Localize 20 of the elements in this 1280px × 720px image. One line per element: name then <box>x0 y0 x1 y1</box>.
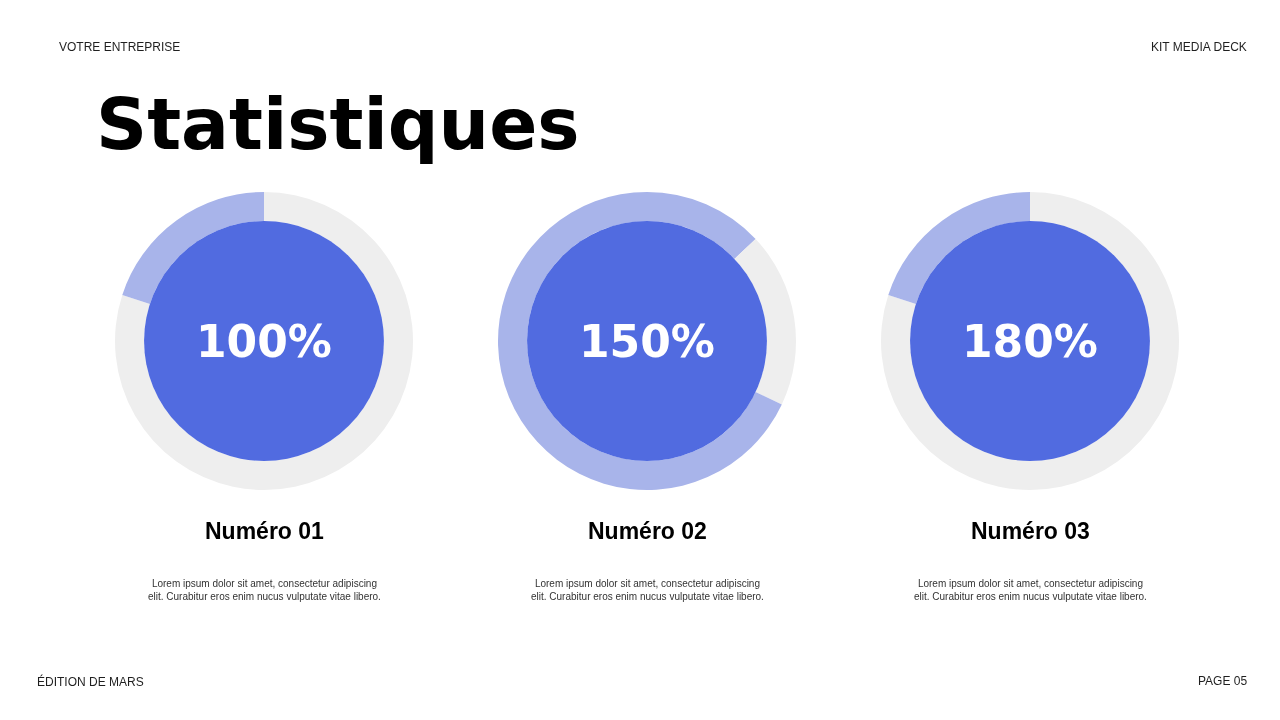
donut-slice <box>115 192 413 490</box>
text: 180% <box>962 316 1098 367</box>
text: VOTRE ENTREPRISE <box>59 40 181 54</box>
text: 100% <box>196 316 332 367</box>
donut-slice <box>881 192 1179 490</box>
text: Lorem ipsum dolor sit amet, consectetur adipiscing elit. Curabitur eros enim nucus vulputate vitae libero. <box>914 578 1147 602</box>
text: Numéro 02 <box>588 518 707 544</box>
text: Statistiques <box>96 83 580 166</box>
text: Numéro 03 <box>971 518 1090 544</box>
text: ÉDITION DE MARS <box>37 674 144 689</box>
donut-slice <box>122 192 264 304</box>
donut-slice <box>888 192 1030 304</box>
donut-slice <box>498 192 782 490</box>
text: Numéro 01 <box>205 518 325 544</box>
text: KIT MEDIA DECK <box>1151 40 1247 54</box>
text: Lorem ipsum dolor sit amet, consectetur adipiscing elit. Curabitur eros enim nucus vulputate vitae libero. <box>148 578 381 602</box>
text: PAGE 05 <box>1198 674 1248 688</box>
donut-slice <box>734 239 796 405</box>
text: Lorem ipsum dolor sit amet, consectetur adipiscing elit. Curabitur eros enim nucus vulputate vitae libero. <box>531 578 764 602</box>
text: 150% <box>579 316 715 367</box>
